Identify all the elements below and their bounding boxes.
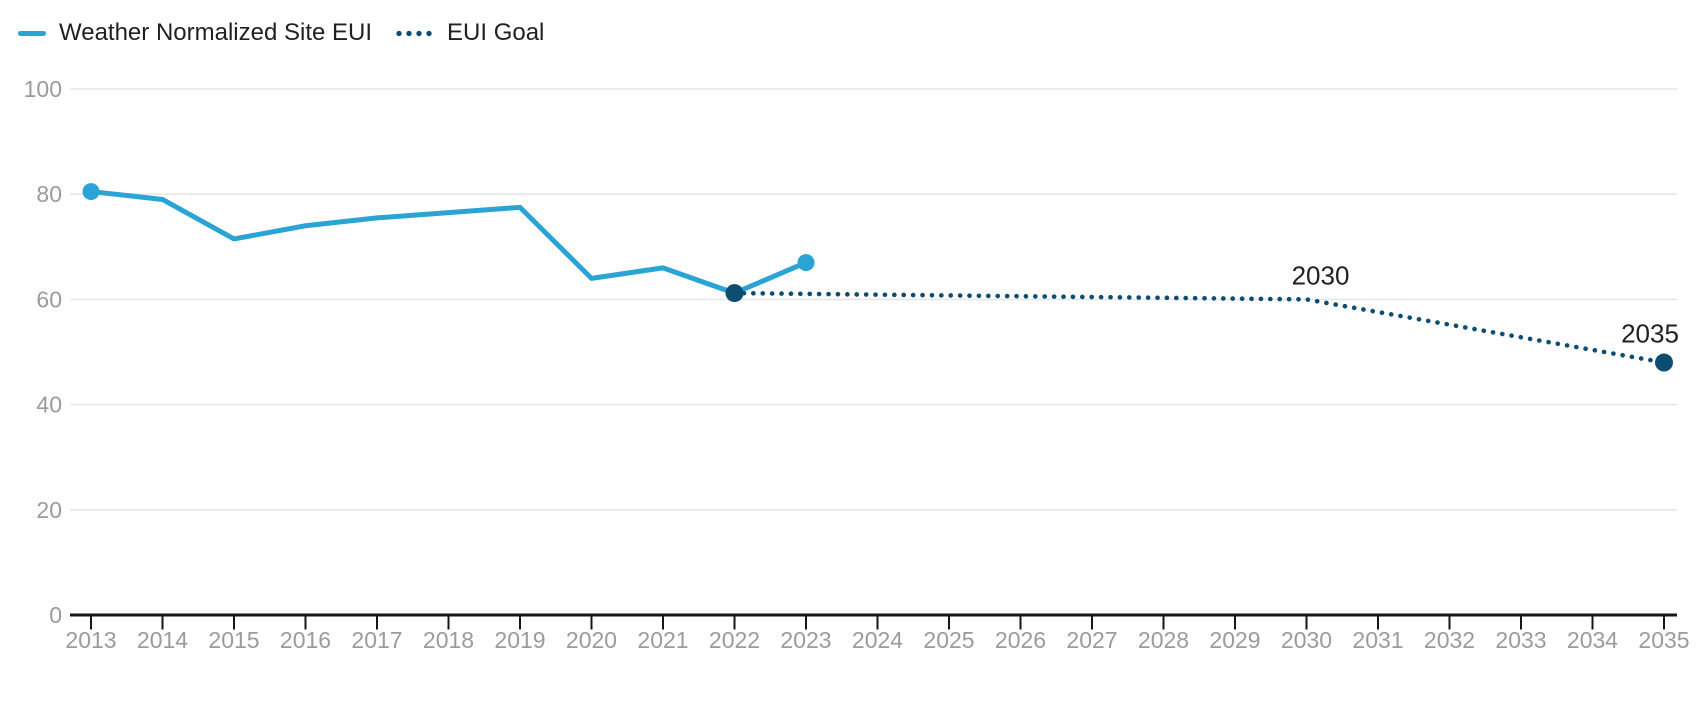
x-axis-label-2024: 2024 bbox=[852, 627, 903, 653]
x-axis-label-2013: 2013 bbox=[65, 627, 116, 653]
data-point-marker-2013 bbox=[82, 183, 100, 201]
data-point-marker-2023 bbox=[797, 254, 815, 272]
x-axis-label-2035: 2035 bbox=[1638, 627, 1689, 653]
x-axis-label-2031: 2031 bbox=[1352, 627, 1403, 653]
x-axis-label-2021: 2021 bbox=[637, 627, 688, 653]
chart-legend: Weather Normalized Site EUI EUI Goal bbox=[18, 19, 544, 47]
x-axis-label-2027: 2027 bbox=[1066, 627, 1117, 653]
data-point-marker-2022 bbox=[725, 284, 744, 303]
y-axis-label-20: 20 bbox=[36, 497, 62, 523]
x-axis-label-2022: 2022 bbox=[709, 627, 760, 653]
legend-label-eui-goal: EUI Goal bbox=[447, 19, 545, 46]
annotation-2030: 2030 bbox=[1292, 260, 1350, 290]
x-axis-label-2019: 2019 bbox=[494, 627, 545, 653]
x-axis-label-2016: 2016 bbox=[280, 627, 331, 653]
x-axis-label-2017: 2017 bbox=[351, 627, 402, 653]
x-axis-label-2014: 2014 bbox=[137, 627, 188, 653]
x-axis-label-2025: 2025 bbox=[923, 627, 974, 653]
series-line-eui-goal bbox=[732, 290, 1667, 365]
x-axis-label-2029: 2029 bbox=[1209, 627, 1260, 653]
annotation-2035: 2035 bbox=[1621, 319, 1679, 349]
legend-item-site-eui: Weather Normalized Site EUI bbox=[18, 19, 372, 47]
solid-line-swatch-icon bbox=[18, 30, 46, 36]
legend-label-site-eui: Weather Normalized Site EUI bbox=[59, 19, 373, 46]
y-axis-label-0: 0 bbox=[49, 602, 62, 628]
x-axis-label-2020: 2020 bbox=[566, 627, 617, 653]
legend-item-eui-goal: EUI Goal bbox=[394, 19, 544, 47]
data-point-marker-2035 bbox=[1655, 353, 1673, 372]
y-axis-label-80: 80 bbox=[36, 181, 62, 207]
x-axis-label-2023: 2023 bbox=[780, 627, 831, 653]
x-axis-label-2030: 2030 bbox=[1281, 627, 1332, 653]
x-axis-label-2026: 2026 bbox=[995, 627, 1046, 653]
dotted-line-swatch-icon bbox=[394, 29, 435, 37]
series-line-site-eui bbox=[90, 189, 807, 296]
x-axis-label-2015: 2015 bbox=[208, 627, 259, 653]
x-axis-label-2028: 2028 bbox=[1138, 627, 1189, 653]
y-axis-label-60: 60 bbox=[36, 286, 62, 312]
x-axis-label-2034: 2034 bbox=[1567, 627, 1618, 653]
x-axis-label-2032: 2032 bbox=[1424, 627, 1475, 653]
y-axis-label-100: 100 bbox=[24, 76, 62, 102]
x-axis-label-2033: 2033 bbox=[1495, 627, 1546, 653]
x-axis-label-2018: 2018 bbox=[423, 627, 474, 653]
y-axis-label-40: 40 bbox=[36, 392, 62, 418]
